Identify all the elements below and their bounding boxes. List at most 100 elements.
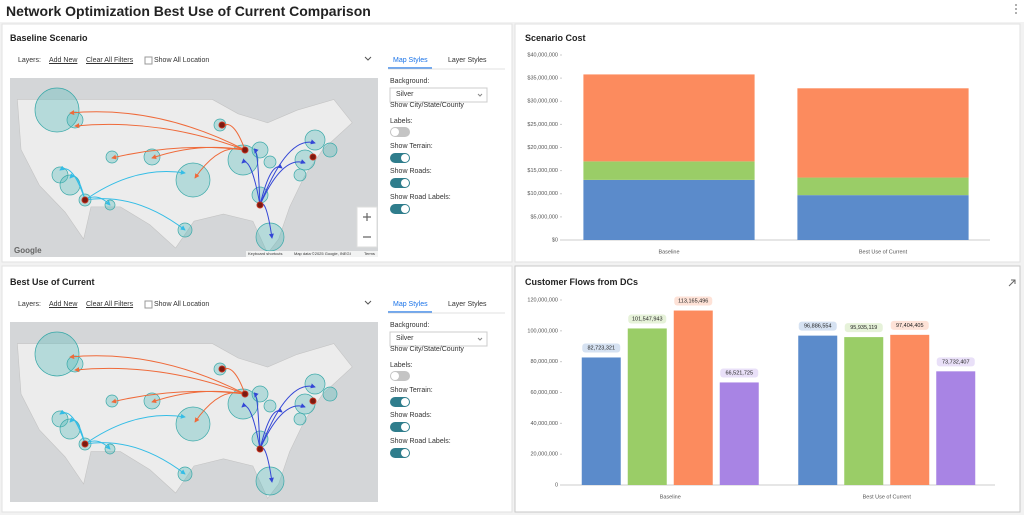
dc-marker [218,121,226,129]
toggle-knob [401,205,409,213]
map-land [17,99,353,254]
location-circle [34,87,80,133]
chart-title: Scenario Cost [525,33,586,43]
toggle-knob [391,372,399,380]
bar [581,357,621,485]
toggle-label: Show City/State/County Labels: [390,346,464,369]
x-tick-label: Best Use of Current [859,249,908,255]
tab[interactable]: Layer Styles [448,57,487,64]
y-tick-label: $10,000,000 [527,191,558,197]
value-label: 66,521,725 [725,370,753,376]
y-tick-label: 0 [555,482,558,488]
select-box[interactable] [389,331,488,347]
value-label-bg [720,368,759,378]
panel-title: Best Use of Current [10,277,95,287]
zoom-control[interactable] [356,206,378,248]
location-circle [251,385,269,403]
dc-marker [256,201,264,209]
bar-segment [797,88,969,178]
checkbox[interactable] [144,300,153,309]
checkbox[interactable] [144,56,153,65]
bar-segment [583,161,755,180]
bar [890,334,930,485]
toggle-label: Show Terrain: [390,143,433,150]
y-tick-label: $5,000,000 [530,214,558,220]
value-label: 96,886,554 [804,324,832,330]
value-label: 73,732,407 [942,359,970,365]
toggle-knob [401,398,409,406]
bar [719,382,759,485]
flow-arrow [194,392,246,423]
value-label: 97,404,405 [896,323,924,329]
location-circle [293,412,307,426]
chart-title: Customer Flows from DCs [525,277,639,287]
value-label-bg [674,296,713,306]
y-tick-label: 80,000,000 [530,359,558,365]
collapse-chevron [364,56,372,61]
flow-arrow [69,173,86,201]
bar-segment [797,177,969,196]
clear-filters-link[interactable]: Clear All Filters [86,301,134,308]
bar-segment [797,195,969,240]
select-value: Silver [396,91,414,98]
flow-arrow [259,159,306,206]
value-label: 113,165,496 [678,298,708,304]
value-label: 95,935,119 [850,325,877,331]
y-tick-label: $15,000,000 [527,168,558,174]
toggle-label: Show Roads: [390,412,432,419]
menu-dot [1015,8,1017,10]
location-circle [175,406,211,442]
select-box[interactable] [389,87,488,103]
layers-label: Layers: [18,57,41,64]
flow-arrow [84,169,186,201]
toggle-label: Show Terrain: [390,387,433,394]
flow-arrow [69,354,246,395]
layers-label: Layers: [18,301,41,308]
location-circle [263,155,277,169]
map-shortcuts: Keyboard shortcuts [248,251,283,256]
bar [844,337,884,485]
clear-filters-link[interactable]: Clear All Filters [86,57,134,64]
flow-arrow [259,139,316,206]
flow-arrow [253,148,261,206]
map-data: Map data ©2025 Google, INEGI [294,251,351,256]
tab[interactable]: Map Styles [393,57,428,64]
location-circle [293,168,307,182]
flow-arrow [253,392,261,450]
dc-marker [81,440,89,448]
y-tick-label: $25,000,000 [527,122,558,128]
header-bar [0,0,1024,22]
tab[interactable]: Map Styles [393,301,428,308]
expand-icon[interactable] [1008,279,1016,287]
y-tick-label: 100,000,000 [527,328,558,334]
background-label: Background: [390,322,430,329]
bar [627,328,667,485]
dc-marker [309,397,317,405]
flow-arrow [84,198,186,231]
add-new-link[interactable]: Add New [49,301,78,308]
show-all-label: Show All Location [154,57,210,64]
value-label: 82,723,321 [587,345,615,351]
location-circle [34,331,80,377]
value-label: 101,547,943 [632,316,663,322]
map-terms: Terms [364,251,375,256]
location-circle [263,399,277,413]
add-new-link[interactable]: Add New [49,57,78,64]
toggle-knob [391,128,399,136]
collapse-chevron [364,300,372,305]
x-tick-label: Baseline [660,494,681,500]
tab[interactable]: Layer Styles [448,301,487,308]
location-circle [304,129,326,151]
location-circle [322,142,338,158]
menu-dot [1015,12,1017,14]
toggle-label: Show Road Labels: [390,438,451,445]
map-land [17,343,353,499]
flow-arrow [84,413,186,445]
flow-arrow [241,158,261,206]
value-label-bg [936,357,975,367]
select-value: Silver [396,335,414,342]
flow-arrow [259,163,283,206]
zoom-icons [363,213,371,238]
bar [673,310,713,485]
